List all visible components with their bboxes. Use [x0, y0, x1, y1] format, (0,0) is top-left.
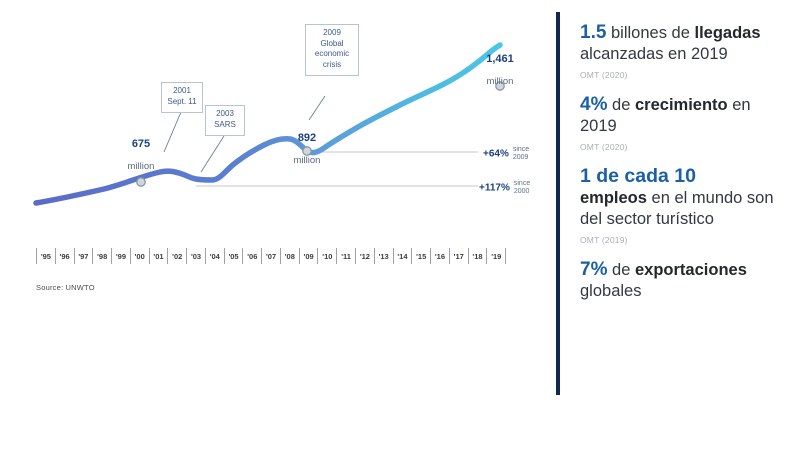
delta-117-value: +117%: [479, 182, 510, 194]
fact-growth: 4% de crecimiento en 2019 OMT (2020): [580, 94, 798, 152]
point-label-2009: 892 million: [274, 122, 340, 177]
fact-jobs-keyword: empleos: [580, 189, 647, 207]
fact-arrivals: 1.5 billones de llegadas alcanzadas en 20…: [580, 22, 798, 80]
point-unit-2009: million: [293, 155, 321, 166]
callout-connector-2001: [163, 111, 182, 153]
axis-tick-01: '01: [150, 248, 169, 264]
point-value-2009: 892: [297, 132, 317, 144]
fact-exports: 7% de exportaciones globales: [580, 259, 798, 302]
axis-tick-11: '11: [337, 248, 357, 264]
axis-tick-19: '19: [487, 248, 507, 264]
chart-canvas: [33, 42, 505, 206]
fact-jobs-line2: del sector turístico: [580, 210, 714, 228]
fact-jobs-headline-number: 1 de cada 10: [580, 165, 696, 187]
axis-tick-98: '98: [93, 248, 113, 264]
fact-arrivals-headline-number: 1.5: [580, 22, 607, 43]
delta-since-2009: +64% since 2009: [483, 146, 529, 162]
delta-64-value: +64%: [483, 148, 509, 160]
fact-arrivals-keyword: llegadas: [694, 24, 761, 42]
axis-tick-02: '02: [168, 248, 188, 264]
axis-tick-17: '17: [450, 248, 469, 264]
fact-exports-lead-text: de: [607, 261, 635, 279]
point-label-2019: 1,461 million: [466, 43, 534, 98]
fact-exports-line2: globales: [580, 282, 642, 300]
point-unit-2000: million: [127, 161, 155, 172]
fact-growth-headline-number: 4%: [580, 94, 608, 115]
fact-arrivals-line2: alcanzadas en 2019: [580, 45, 728, 63]
fact-jobs-trail-text: en el mundo son: [646, 189, 774, 207]
fact-exports-headline-number: 7%: [580, 259, 608, 280]
delta-117-since: since 2000: [513, 180, 531, 195]
key-figures-panel: 1.5 billones de llegadas alcanzadas en 20…: [556, 0, 798, 465]
fact-exports-text: 7% de exportaciones globales: [580, 259, 798, 302]
fact-exports-keyword: exportaciones: [635, 261, 747, 279]
axis-tick-12: '12: [356, 248, 375, 264]
fact-growth-lead-text: de: [607, 96, 635, 114]
marker-2019: [495, 81, 505, 91]
facts-accent-bar: [556, 12, 560, 395]
fact-growth-trail-text: en: [727, 96, 751, 114]
fact-growth-text: 4% de crecimiento en 2019: [580, 94, 798, 137]
fact-growth-line2: 2019: [580, 117, 617, 135]
axis-tick-99: '99: [112, 248, 131, 264]
callout-connector-2009: [308, 95, 326, 121]
axis-tick-03: '03: [187, 248, 206, 264]
fact-jobs: 1 de cada 10 empleos en el mundo son del …: [580, 166, 798, 246]
point-label-2000: 675 million: [108, 128, 174, 183]
chart-source-note: Source: UNWTO: [36, 283, 95, 292]
tourism-arrivals-chart: 675 million 892 million 1,461 million 20…: [33, 24, 534, 292]
fact-growth-source: OMT (2020): [580, 142, 628, 152]
axis-tick-13: '13: [375, 248, 394, 264]
fact-arrivals-lead-text: billones de: [606, 24, 695, 42]
point-unit-2019: million: [486, 76, 514, 87]
axis-tick-96: '96: [56, 248, 75, 264]
facts-list: 1.5 billones de llegadas alcanzadas en 20…: [580, 22, 798, 316]
arrivals-line: [33, 42, 503, 206]
point-value-2000: 675: [131, 138, 151, 150]
marker-2000: [136, 177, 146, 187]
callout-2001-sept11: 2001 Sept. 11: [161, 82, 203, 113]
chart-x-axis: '95'96'97'98'99'00'01'02'03'04'05'06'07 '…: [36, 248, 507, 270]
fact-arrivals-text: 1.5 billones de llegadas alcanzadas en 20…: [580, 22, 798, 65]
fact-jobs-source: OMT (2019): [580, 235, 628, 245]
delta-since-2000: +117% since 2000: [479, 180, 530, 196]
callout-2003-sars: 2003 SARS: [205, 105, 245, 136]
point-value-2019: 1,461: [486, 53, 514, 65]
axis-tick-15: '15: [412, 248, 432, 264]
axis-tick-16: '16: [431, 248, 450, 264]
axis-tick-04: '04: [206, 248, 225, 264]
axis-tick-18: '18: [469, 248, 488, 264]
fact-jobs-text: 1 de cada 10 empleos en el mundo son del …: [580, 166, 798, 230]
axis-tick-95: '95: [36, 248, 56, 264]
axis-tick-09: '09: [300, 248, 319, 264]
axis-tick-07: '07: [262, 248, 281, 264]
callout-connector-2003: [200, 135, 225, 173]
marker-2009: [302, 146, 312, 156]
axis-tick-06: '06: [243, 248, 263, 264]
axis-tick-05: '05: [225, 248, 244, 264]
fact-growth-keyword: crecimiento: [635, 96, 728, 114]
axis-tick-97: '97: [75, 248, 94, 264]
fact-arrivals-source: OMT (2020): [580, 70, 628, 80]
axis-tick-10: '10: [318, 248, 338, 264]
axis-tick-08: '08: [281, 248, 300, 264]
axis-tick-00: '00: [131, 248, 150, 264]
axis-tick-14: '14: [394, 248, 413, 264]
callout-2009-global-economic-crisis: 2009 Global economic crisis: [305, 24, 359, 76]
delta-64-since: since 2009: [512, 146, 530, 161]
